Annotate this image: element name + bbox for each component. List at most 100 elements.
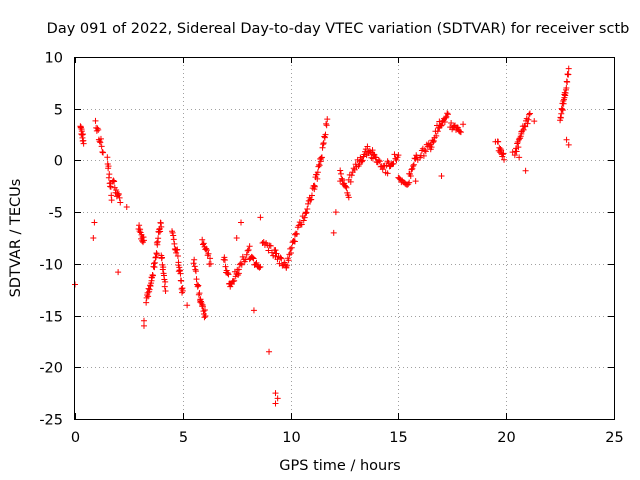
data-point [317,158,324,165]
data-point [519,128,526,135]
data-point [116,194,123,201]
data-point [266,348,273,355]
data-point [278,255,285,262]
data-point [97,135,104,142]
data-point [323,122,330,129]
data-point [369,147,376,154]
data-point [287,245,294,252]
data-point [332,209,339,216]
data-point [391,151,398,158]
data-point [324,116,331,123]
data-point [444,110,451,117]
data-point [438,172,445,179]
data-point [192,266,199,273]
data-point [191,263,198,270]
data-point [203,247,210,254]
data-point [515,144,522,151]
data-point [272,390,279,397]
data-point [559,107,566,114]
data-point [97,139,104,146]
data-point [524,120,531,127]
data-point [288,244,295,251]
data-point [221,257,228,264]
data-point [115,191,122,198]
x-tick-label: 20 [497,430,515,446]
data-point [531,118,538,125]
data-point [199,236,206,243]
grid [75,57,614,419]
data-point [224,270,231,277]
data-point [311,182,318,189]
data-point [265,247,272,254]
data-point [174,253,181,260]
data-point [410,162,417,169]
data-point [500,150,507,157]
data-point [364,143,371,150]
data-point [343,184,350,191]
data-point [237,260,244,267]
y-tick-label: 0 [54,154,63,170]
data-point [174,246,181,253]
data-point [277,254,284,261]
y-tick-label: 10 [45,51,63,67]
data-point [305,200,312,207]
data-point [105,163,112,170]
data-point [140,237,147,244]
data-point [323,120,330,127]
x-tick-label: 25 [605,430,623,446]
data-point [267,242,274,249]
data-point [257,214,264,221]
data-point [456,128,463,135]
data-point [430,137,437,144]
data-point [145,293,152,300]
data-point [243,251,250,258]
data-point [526,111,533,118]
data-point [522,167,529,174]
chart-title: Day 091 of 2022, Sidereal Day-to-day VTE… [47,21,630,37]
data-point [115,269,122,276]
data-point [460,121,467,128]
data-point [193,276,200,283]
data-point [322,131,329,138]
data-point [195,282,202,289]
data-point [408,166,415,173]
data-point [492,138,499,145]
data-point [433,132,440,139]
data-point [422,148,429,155]
data-point [173,246,180,253]
data-point [159,254,166,261]
data-point [95,126,102,133]
data-point [345,194,352,201]
data-point [337,178,344,185]
data-point [160,264,167,271]
data-point [448,120,455,127]
data-point [298,221,305,228]
data-point [170,232,177,239]
data-point [318,154,325,161]
data-point [91,219,98,226]
data-point [314,169,321,176]
data-point [526,110,533,117]
y-axis-label: SDTVAR / TECUs [8,179,24,298]
data-point [451,123,458,130]
data-point [457,129,464,136]
data-point [287,249,294,256]
data-point [293,230,300,237]
data-point [230,278,237,285]
data-point [358,158,365,165]
data-point [520,126,527,133]
data-point [348,172,355,179]
data-point [316,162,323,169]
data-point [104,154,111,161]
data-point [373,154,380,161]
y-tick-label: -15 [39,310,63,326]
data-point [379,166,386,173]
data-point [151,259,158,266]
data-point [201,314,208,321]
data-point [385,159,392,166]
data-point [311,183,318,190]
data-point [521,122,528,129]
data-point [110,177,117,184]
data-point [123,203,130,210]
data-point [192,268,199,275]
